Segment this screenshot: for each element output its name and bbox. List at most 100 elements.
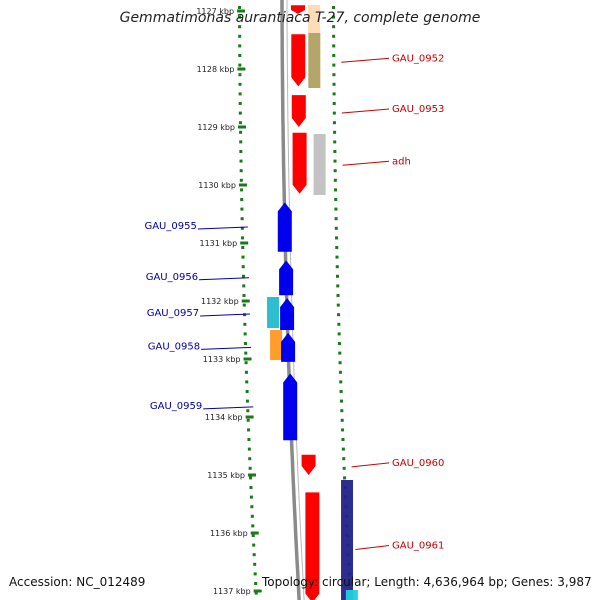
- outer-ring-dot: [343, 476, 347, 480]
- label-leader-line: [199, 277, 250, 281]
- inner-ring-dot: [238, 25, 242, 29]
- inner-ring-dot: [254, 582, 258, 585]
- inner-ring-dot: [239, 169, 243, 173]
- outer-ring-dot: [339, 380, 343, 384]
- inner-ring-dot: [244, 370, 248, 374]
- backbone-inner-line: [286, 0, 305, 600]
- inner-ring-dot: [238, 15, 242, 19]
- inner-ring-dot: [241, 255, 245, 259]
- gene-label: adh: [392, 156, 411, 167]
- feature-bar-cyan: [267, 297, 280, 328]
- gene-arrow-gau_0953: [291, 95, 306, 127]
- feature-bars: [267, 5, 358, 600]
- outer-ring-dot: [338, 351, 342, 355]
- outer-ring-dot: [332, 34, 336, 38]
- gene-label: GAU_0956: [146, 272, 198, 283]
- inner-ring-dot: [239, 178, 243, 182]
- label-leader-line: [201, 346, 252, 350]
- outer-ring-dot: [334, 226, 338, 230]
- inner-ring-dot: [238, 82, 242, 86]
- inner-ring-dot: [238, 121, 242, 125]
- gene-arrow-gau_0960: [301, 454, 316, 475]
- tick-label: 1127 kbp: [196, 7, 234, 16]
- tick-label: 1131 kbp: [199, 239, 237, 248]
- feature-bar-orange: [270, 330, 283, 360]
- inner-ring-dot: [254, 591, 258, 595]
- outer-ring-dot: [340, 409, 344, 413]
- inner-ring-dot: [245, 390, 249, 393]
- tick-label: 1133 kbp: [203, 355, 241, 364]
- tick-label: 1135 kbp: [207, 471, 245, 480]
- inner-ring-dot: [253, 572, 257, 576]
- inner-ring-dot: [252, 553, 256, 557]
- accession-text: Accession: NC_012489: [9, 575, 146, 589]
- inner-ring-dot: [242, 303, 246, 307]
- inner-ring-dot: [248, 466, 252, 470]
- inner-ring-dot: [245, 380, 249, 384]
- genome-summary-text: Topology: circular; Length: 4,636,964 bp…: [262, 575, 592, 589]
- gene-arrow-gau_0955: [277, 202, 292, 252]
- gene-arrow-gau_0956: [279, 260, 294, 296]
- gene-label: GAU_0960: [392, 458, 444, 469]
- backbone-line: [280, 0, 301, 600]
- label-leader-line: [351, 462, 390, 468]
- feature-bar-olive: [308, 33, 321, 88]
- inner-ring-dot: [249, 476, 253, 480]
- tick-mark: [237, 9, 246, 13]
- inner-ring-dot: [249, 495, 253, 499]
- inner-ring-dot: [242, 294, 246, 297]
- outer-ring-dot: [337, 332, 341, 336]
- outer-ring-dot: [341, 438, 345, 441]
- outer-ring-dot: [339, 399, 343, 403]
- label-leader-line: [203, 406, 254, 410]
- gene-arrow-gau_0957: [280, 298, 295, 330]
- inner-ring-dot: [238, 111, 242, 115]
- tick-label: 1137 kbp: [213, 587, 251, 596]
- tick-mark: [238, 125, 247, 129]
- inner-ring-dot: [241, 246, 245, 249]
- gene-arrow-gau_0961: [305, 492, 320, 600]
- tick-mark: [243, 357, 252, 361]
- tick-mark: [241, 299, 250, 303]
- gene-label: GAU_0953: [392, 104, 444, 115]
- label-leader-line: [341, 57, 390, 63]
- outer-ring-dot: [332, 111, 336, 115]
- outer-ring-dot: [335, 236, 339, 240]
- inner-ring-dot: [240, 217, 244, 221]
- outer-ring-dot: [333, 150, 337, 153]
- outer-ring-dot: [334, 198, 338, 201]
- outer-ring-dot: [332, 15, 336, 19]
- outer-ring-dot: [335, 274, 339, 278]
- outer-ring-dot: [333, 130, 337, 134]
- inner-ring-dot: [251, 524, 255, 528]
- inner-ring-dot: [238, 34, 242, 38]
- outer-ring-dot: [332, 44, 336, 48]
- outer-ring-dot: [336, 284, 340, 288]
- outer-ring-dot: [336, 294, 340, 297]
- inner-ring-dot: [246, 409, 250, 413]
- outer-ring-dot: [332, 102, 336, 105]
- gene-arrow-adh: [292, 132, 307, 194]
- ruler-ticks: 1127 kbp 1128 kbp 1129 kbp 1130 kbp 1131 kbp…: [196, 7, 262, 596]
- inner-ring-dot: [241, 236, 245, 240]
- gene-label: GAU_0961: [392, 541, 444, 552]
- outer-ring-dot: [333, 159, 337, 163]
- outer-ring-dot: [340, 418, 344, 422]
- inner-ring-dot: [247, 428, 251, 432]
- outer-ring-dot: [332, 54, 336, 57]
- gene-arrow-partial: [291, 5, 305, 14]
- gene-arrow-gau_0958: [281, 332, 296, 362]
- inner-ring-dot: [253, 562, 257, 566]
- tick-label: 1134 kbp: [205, 413, 243, 422]
- inner-ring-dot: [240, 188, 244, 192]
- outer-ring-dot: [337, 322, 341, 326]
- gene-arrow-gau_0952: [291, 34, 306, 87]
- outer-ring-dot: [335, 255, 339, 259]
- inner-ring-dot: [238, 44, 242, 48]
- gene-label: GAU_0952: [392, 53, 444, 64]
- outer-ring-dot: [332, 25, 336, 29]
- outer-ring-dot: [338, 370, 342, 374]
- tick-mark: [250, 531, 259, 535]
- label-leader-line: [342, 160, 390, 166]
